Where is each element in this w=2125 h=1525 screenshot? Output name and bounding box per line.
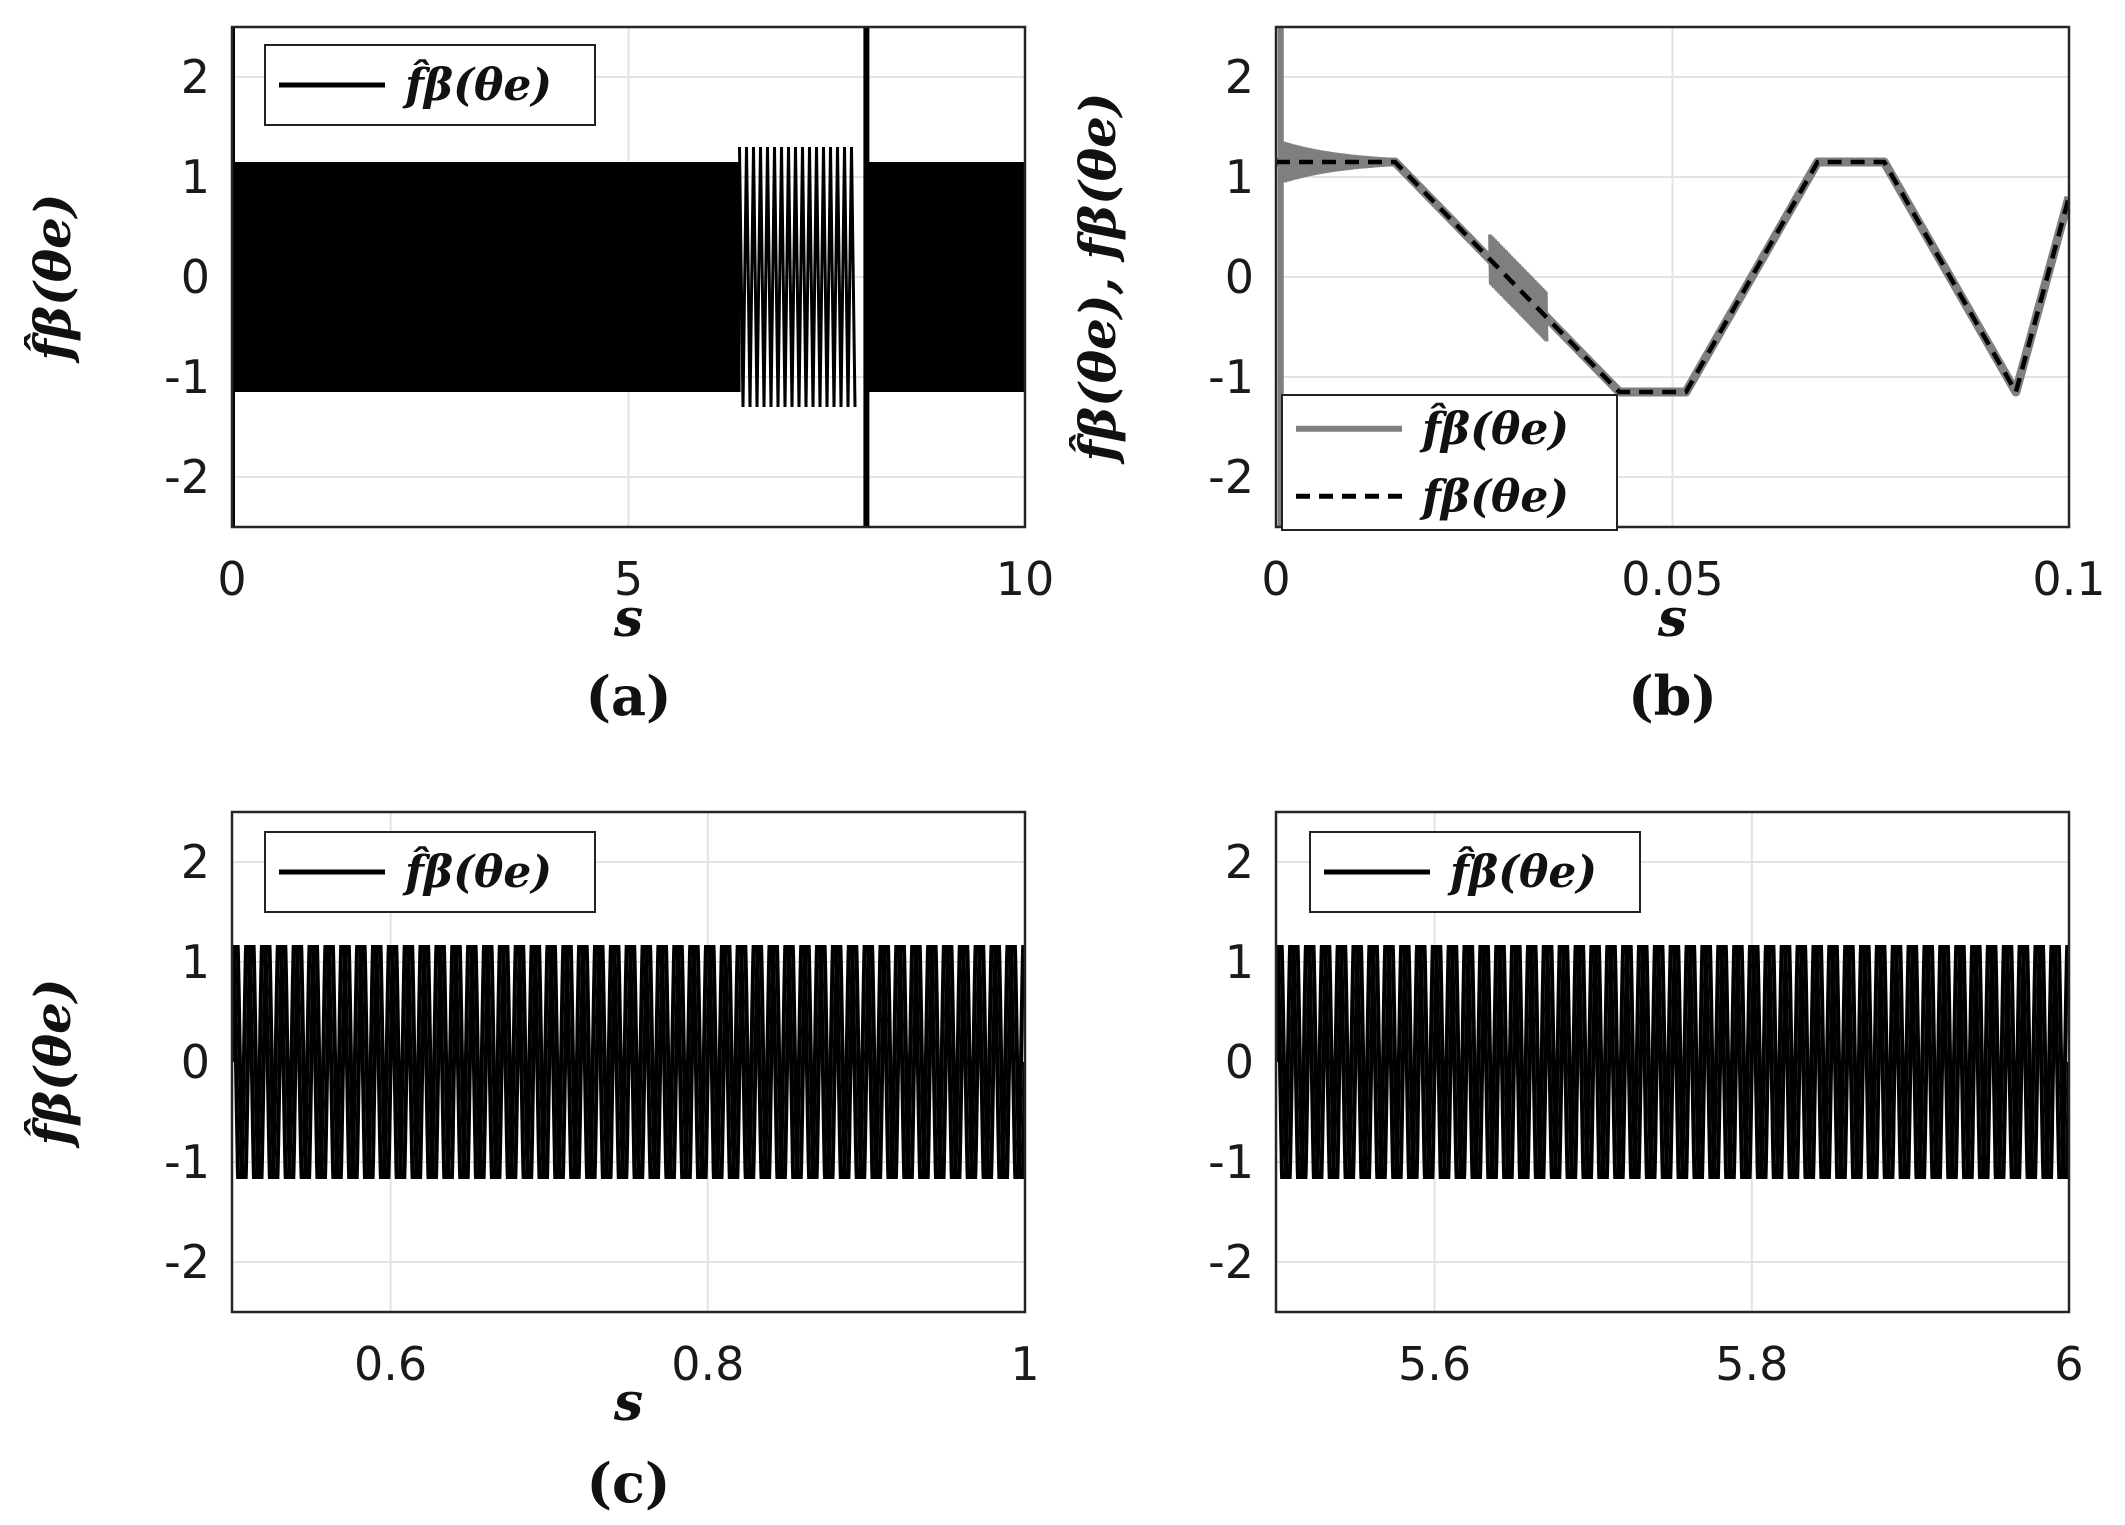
y-tick-label: 1 [181, 150, 210, 204]
series-lines [232, 945, 1025, 1179]
x-tick-labels-b: 0 0.05 0.1 [1261, 552, 2105, 606]
y-tick-label: 1 [181, 935, 210, 989]
y-axis-label-b: f̂β(θe), fβ(θe) [1068, 92, 1127, 464]
legend-box-d [1309, 831, 1641, 913]
x-axis-label-a: s [613, 588, 643, 649]
axes-frame-a [230, 25, 1027, 529]
y-tick-label: -2 [164, 450, 210, 504]
series-lines [232, 27, 1025, 527]
x-axis-label-b: s [1657, 588, 1687, 649]
x-tick-labels-c: 0.6 0.8 1 [354, 1337, 1040, 1391]
axes-frame-c [230, 810, 1027, 1314]
x-tick-label: 0.1 [2032, 552, 2105, 606]
series-b [1276, 27, 2069, 527]
x-tick-label: 6 [2054, 1337, 2083, 1391]
y-tick-label: -1 [164, 350, 210, 404]
y-tick-label: 0 [181, 250, 210, 304]
series-c [232, 945, 1025, 1179]
legend-entry-c-0: f̂β(θe) [402, 845, 552, 898]
y-axis-label-a: f̂β(θe) [23, 193, 82, 363]
y-tick-label: 2 [1225, 50, 1254, 104]
y-tick-label: 1 [1225, 935, 1254, 989]
y-tick-label: -2 [164, 1235, 210, 1289]
series-lines [1276, 945, 2069, 1179]
legend-a: f̂β(θe) [264, 44, 596, 126]
panel-c: 0.6 0.8 1 -2 -1 0 1 2 s f̂β(θe) (c) f̂β(θe) [23, 810, 1040, 1515]
y-tick-label: -1 [164, 1135, 210, 1189]
x-tick-label: 1 [1010, 1337, 1039, 1391]
series-lines [1276, 27, 2069, 527]
panel-b: 0 0.05 0.1 -2 -1 0 1 2 s f̂β(θe), fβ(θe) (b) f… [1068, 25, 2106, 728]
legend-entry-a-0: f̂β(θe) [402, 58, 552, 111]
legend-c: f̂β(θe) [264, 831, 596, 913]
x-tick-label: 0 [1261, 552, 1290, 606]
y-tick-label: -2 [1208, 1235, 1254, 1289]
series-line [232, 945, 1025, 1179]
y-tick-labels-a: -2 -1 0 1 2 [164, 50, 210, 504]
series-line [1276, 945, 2069, 1179]
y-tick-label: -2 [1208, 450, 1254, 504]
legend-box-b [1281, 394, 1618, 531]
caption-c: (c) [587, 1451, 671, 1515]
x-tick-label: 0.05 [1621, 552, 1723, 606]
y-tick-label: 0 [1225, 1035, 1254, 1089]
y-tick-label: 2 [1225, 835, 1254, 889]
y-tick-labels-d: -2 -1 0 1 2 [1208, 835, 1254, 1289]
panel-a: 0 5 10 -2 -1 0 1 2 s f̂β(θe) (a) f̂β(θe) [23, 25, 1054, 728]
x-tick-label: 0 [217, 552, 246, 606]
x-tick-label: 0.6 [354, 1337, 427, 1391]
axes-frame-d [1274, 810, 2071, 1314]
caption-a: (a) [585, 664, 671, 728]
y-tick-label: 2 [181, 50, 210, 104]
y-axis-label-c: f̂β(θe) [23, 978, 82, 1148]
series-line-overlay [232, 945, 1025, 1179]
series-line [232, 27, 1025, 527]
y-tick-labels-c: -2 -1 0 1 2 [164, 835, 210, 1289]
y-tick-label: 1 [1225, 150, 1254, 204]
series-line [1276, 159, 2069, 395]
y-tick-label: -1 [1208, 1135, 1254, 1189]
series-d [1276, 945, 2069, 1179]
axes-frame-b [1274, 25, 2071, 529]
x-tick-label: 5.6 [1398, 1337, 1471, 1391]
legend-d: f̂β(θe) [1309, 831, 1641, 913]
y-tick-label: -1 [1208, 350, 1254, 404]
x-tick-labels-d: 5.6 5.8 6 [1398, 1337, 2084, 1391]
y-tick-label: 0 [1225, 250, 1254, 304]
x-tick-label: 5.8 [1715, 1337, 1788, 1391]
y-tick-labels-b: -2 -1 0 1 2 [1208, 50, 1254, 504]
legend-entry-b-0: f̂β(θe) [1419, 402, 1569, 455]
legend-entry-b-1: fβ(θe) [1419, 471, 1569, 522]
x-axis-label-c: s [613, 1372, 643, 1433]
caption-b: (b) [1628, 664, 1717, 728]
legend-entry-d-0: f̂β(θe) [1447, 845, 1597, 898]
panel-d: 5.6 5.8 6 -2 -1 0 1 2 f̂β(θe) [1208, 810, 2084, 1391]
y-tick-label: 0 [181, 1035, 210, 1089]
legend-b: f̂β(θe) fβ(θe) [1281, 394, 1618, 531]
series-a [232, 27, 1025, 527]
x-tick-label: 10 [996, 552, 1055, 606]
series-line-overlay [1276, 945, 2069, 1179]
y-tick-label: 2 [181, 835, 210, 889]
x-tick-labels-a: 0 5 10 [217, 552, 1054, 606]
x-tick-label: 5 [614, 552, 643, 606]
x-tick-label: 0.8 [671, 1337, 744, 1391]
